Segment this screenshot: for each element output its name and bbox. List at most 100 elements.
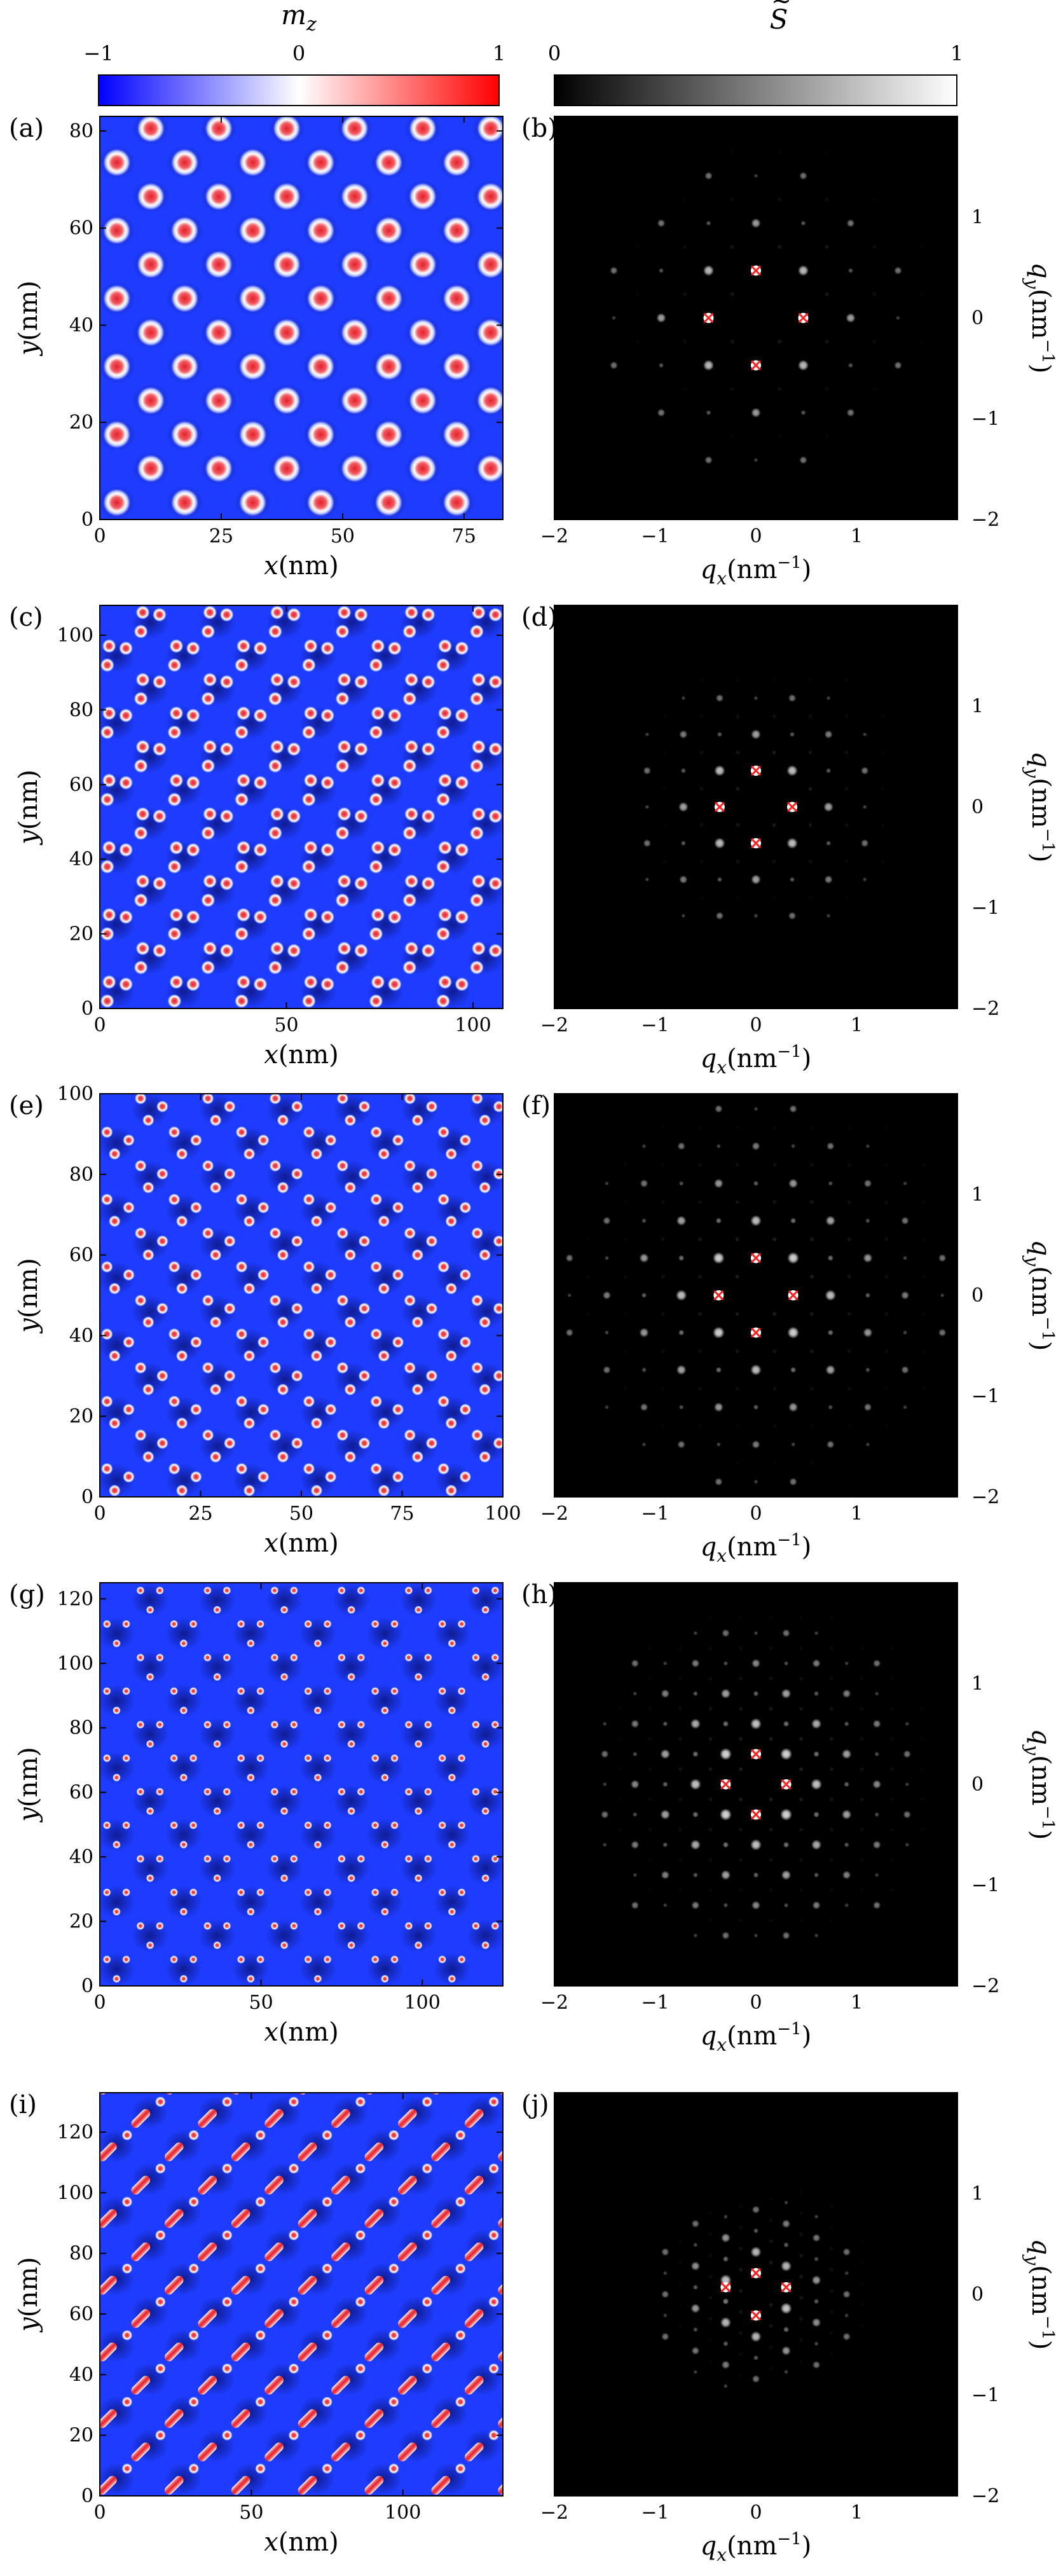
skyrmion [280,1807,289,1815]
fourier-peak [604,1405,609,1410]
fourier-satellite [809,1349,814,1353]
skyrmion [374,216,403,245]
y-tick-label: 20 [69,2425,93,2447]
skyrmion [355,2163,366,2174]
elongated-skyrmion [396,2041,418,2063]
fourier-peak [872,1840,881,1849]
skyrmion [425,1167,438,1180]
skyrmion [204,250,233,279]
mz-dark-region [498,2201,503,2224]
skyrmion [51,910,65,924]
skyrmion [108,1417,121,1429]
fourier-background [554,2093,957,2496]
skyrmion [337,1922,346,1931]
skyrmion [170,1754,179,1763]
skyrmion [253,910,268,925]
skyrmion [223,1586,231,1595]
skyrmion [354,1011,368,1025]
skyrmion [390,1553,399,1561]
y-tick-label: 1 [971,1184,984,1206]
fourier-peak [842,2332,851,2341]
mz-dark-region [531,2029,569,2062]
fourier-satellite [648,1677,652,1681]
fourier-peak [827,1255,833,1262]
skyrmion [455,2263,466,2275]
y-tick-label: 1 [971,1673,984,1695]
skyrmion [36,1955,44,1964]
skyrmion [337,1720,346,1729]
x-tick-label: −1 [641,525,669,548]
skyrmion [237,572,250,586]
skyrmion [142,1248,154,1261]
qx-axis-label-symbol: q [701,2531,717,2561]
mz-dark-region [500,984,503,1000]
skyrmion [476,116,503,143]
skyrmion [404,1720,413,1729]
skyrmion [219,607,234,622]
skyrmion [243,1417,256,1429]
skyrmion [55,1471,67,1483]
qy-axis-label-sub: y [1022,766,1043,778]
mz-dark-region [465,2029,502,2062]
fourier-satellite [772,859,776,864]
x-tick-label: 0 [750,1503,762,1525]
plot-frame [99,116,504,520]
skyrmion [471,1227,484,1239]
fourier-satellite [678,1797,683,1801]
fourier-satellite [636,340,640,343]
skyrmion [113,1572,121,1580]
skyrmion [488,2363,500,2374]
qy-axis-label: qy(nm−1) [1022,752,1056,863]
skyrmion [404,1025,416,1037]
skyrmion [170,216,199,245]
elongated-skyrmion [398,2109,417,2128]
y-axis-label-unit: (nm) [14,2257,43,2317]
skyrmion [155,2497,166,2507]
skyrmion [380,1639,389,1648]
skyrmion [404,1227,416,1239]
x-tick-label: 0 [93,1503,106,1525]
elongated-skyrmion [29,2474,51,2497]
fourier-satellite [772,1349,777,1353]
skyrmion [340,182,369,211]
skyrmion [55,1553,63,1561]
fourier-satellite [847,1424,851,1428]
skyrmion [224,1033,236,1045]
skyrmion [538,807,552,821]
skyrmion [505,1194,517,1206]
skyrmion [422,2497,432,2507]
skyrmion [224,1505,236,1517]
skyrmion [476,250,503,279]
fourier-satellite [735,1200,739,1204]
fourier-satellite [648,1767,652,1772]
fourier-peak [828,1181,833,1186]
skyrmion [112,1773,121,1782]
q-marker [750,1809,762,1820]
skyrmion [455,2396,466,2407]
elongated-skyrmion [165,2142,184,2161]
elongated-skyrmion [100,2409,117,2428]
fourier-peak [676,1365,687,1375]
q-marker [713,1290,724,1301]
fourier-satellite [678,1858,682,1862]
fourier-peak [751,408,761,418]
fourier-peak [753,174,758,178]
mz-dark-region [505,78,544,111]
skyrmion [522,574,536,588]
skyrmion [69,673,83,687]
qx-axis-label-unit: (nm [727,2531,777,2561]
skyrmion [390,1686,399,1696]
plot-area [554,2093,957,2496]
qy-axis-label-unit: (nm [1026,2265,1055,2315]
fourier-satellite [830,1888,833,1892]
skyrmion [378,1484,390,1497]
fourier-satellite [772,1386,777,1391]
skyrmion [36,1687,44,1695]
skyrmion [471,672,486,687]
skyrmion [402,893,417,907]
fourier-satellite [708,1857,713,1862]
skyrmion [455,574,469,588]
fourier-satellite [799,2317,804,2321]
skyrmion [537,759,551,773]
mz-dark-region [31,1818,68,1852]
